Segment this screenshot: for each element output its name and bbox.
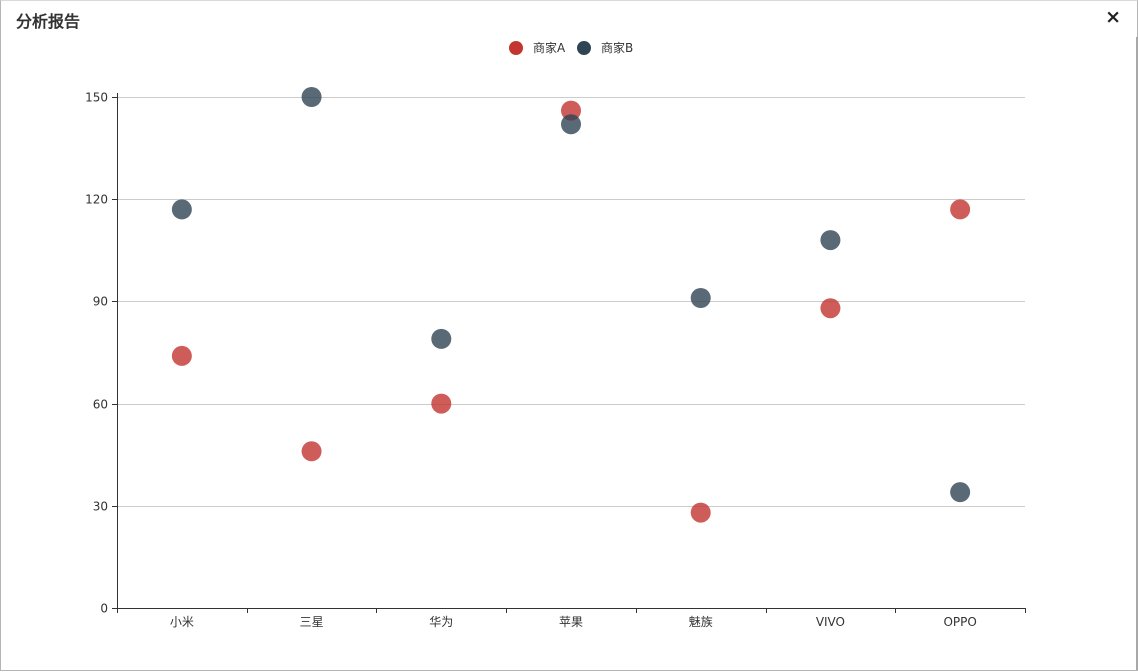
data-points <box>171 87 971 523</box>
y-tick-label: 30 <box>93 500 108 514</box>
legend-item[interactable]: 商家A <box>509 40 566 55</box>
scatter-point[interactable] <box>690 502 711 523</box>
dialog-title: 分析报告 <box>16 12 81 31</box>
scatter-point[interactable] <box>301 441 322 462</box>
x-tick-label: OPPO <box>943 615 976 629</box>
y-tick-label: 60 <box>93 398 108 412</box>
scatter-point[interactable] <box>171 345 192 366</box>
x-tick-label: 小米 <box>170 615 194 629</box>
scatter-point[interactable] <box>561 114 581 135</box>
x-tick-label: 华为 <box>429 615 453 629</box>
x-tick-label: 魅族 <box>689 614 713 629</box>
y-tick-label: 90 <box>93 295 108 309</box>
x-tick-label: 三星 <box>300 615 324 629</box>
scatter-point[interactable] <box>820 298 841 319</box>
close-icon[interactable]: × <box>1105 6 1121 28</box>
legend-item[interactable]: 商家B <box>577 40 633 55</box>
legend-label: 商家B <box>601 40 633 55</box>
scatter-point[interactable] <box>301 87 322 107</box>
y-tick-label: 150 <box>85 91 108 105</box>
window-edge <box>1136 37 1138 670</box>
x-tick-label: 苹果 <box>559 615 583 629</box>
legend: 商家A 商家B <box>509 40 633 55</box>
scatter-point[interactable] <box>431 393 452 414</box>
y-tick-label: 120 <box>85 193 108 207</box>
scatter-point[interactable] <box>950 199 971 220</box>
scatter-point[interactable] <box>171 199 192 220</box>
axes: 0 30 60 90 120 150 小米 三星 华为 苹果 魅族 VIVO OPPO <box>85 91 1026 629</box>
x-tick-label: VIVO <box>816 615 845 629</box>
legend-marker <box>509 41 523 55</box>
scatter-point[interactable] <box>690 287 711 308</box>
legend-label: 商家A <box>533 40 566 55</box>
scatter-point[interactable] <box>820 230 841 251</box>
scatter-point[interactable] <box>950 482 971 503</box>
y-tick-label: 0 <box>100 602 108 616</box>
legend-marker <box>577 41 591 55</box>
scatter-point[interactable] <box>431 328 452 349</box>
grid-lines <box>117 97 1025 507</box>
